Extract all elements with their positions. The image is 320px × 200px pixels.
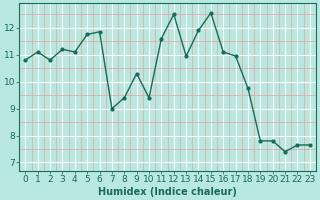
X-axis label: Humidex (Indice chaleur): Humidex (Indice chaleur) (98, 187, 237, 197)
